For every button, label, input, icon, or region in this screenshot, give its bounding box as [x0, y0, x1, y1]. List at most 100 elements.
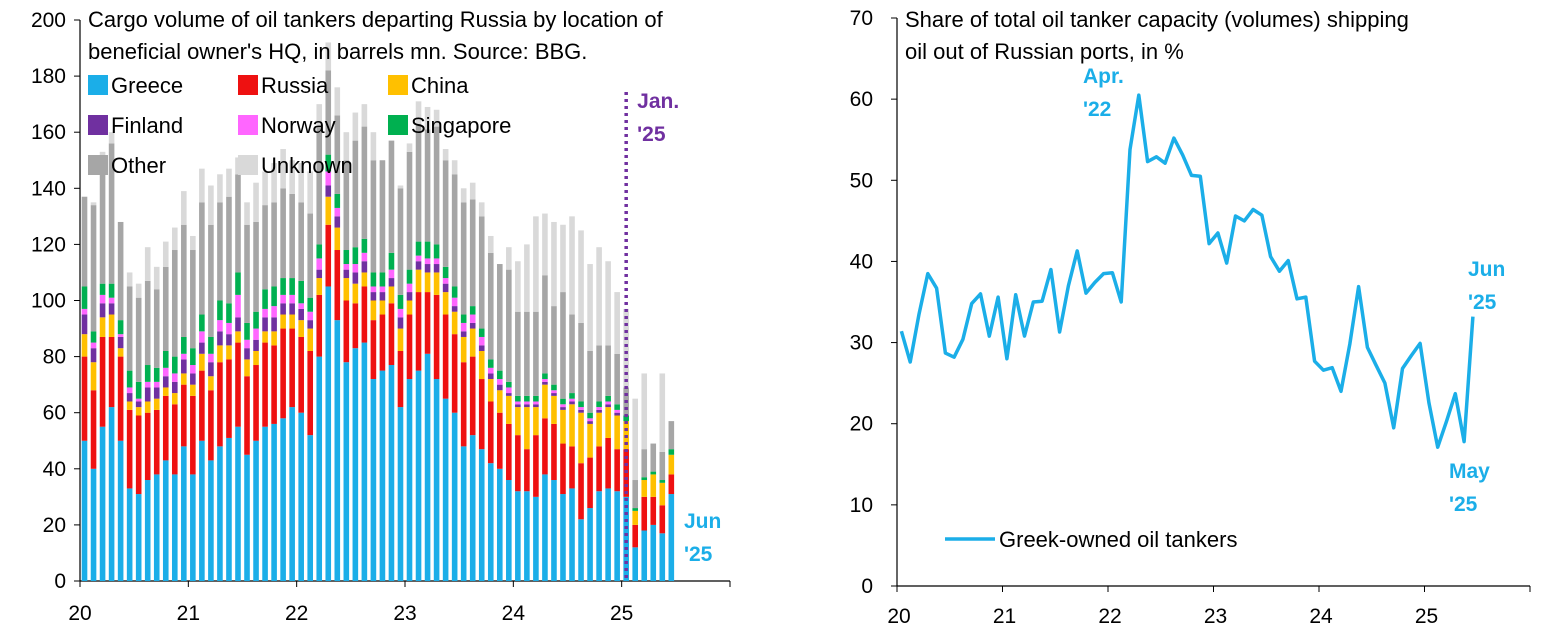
line-chart: 0 10 20 30 40 50 60 70 20 21 22 23 24 25 Share of tot…: [850, 7, 1531, 628]
bar-segment-singapore: [460, 314, 467, 323]
bar-segment-singapore: [99, 283, 106, 295]
bar-segment-china: [596, 412, 602, 447]
legend-label-greek-tankers: Greek-owned oil tankers: [999, 527, 1237, 552]
right-title-line-1: Share of total oil tanker capacity (volu…: [905, 7, 1409, 32]
bar-segment-other: [415, 123, 422, 242]
annotation-2025-05: '25: [1449, 493, 1478, 516]
bar-segment-singapore: [171, 356, 178, 374]
bar-segment-greece: [162, 460, 169, 581]
bar-segment-norway: [108, 297, 115, 304]
bar-segment-other: [442, 160, 449, 267]
bar-segment-norway: [478, 336, 485, 346]
bar-segment-greece: [433, 379, 440, 581]
bar-segment-russia: [478, 379, 485, 450]
bar-segment-singapore: [406, 269, 413, 284]
bar-segment-norway: [162, 367, 169, 377]
bar-segment-norway: [316, 258, 323, 270]
bar-segment-greece: [108, 407, 115, 581]
bar-segment-china: [135, 407, 142, 416]
bar-segment-greece: [424, 353, 431, 581]
bar-segment-finland: [235, 317, 241, 332]
bar-segment-finland: [289, 303, 295, 315]
bar-segment-russia: [316, 294, 323, 357]
bar-segment-other: [424, 129, 431, 242]
bar-segment-greece: [144, 480, 151, 581]
bar-segment-russia: [370, 320, 377, 380]
bar-segment-greece: [415, 370, 422, 581]
bar-segment-finland: [487, 373, 494, 380]
bar-segment-unknown: [316, 104, 323, 127]
right-legend: Greek-owned oil tankers: [945, 527, 1237, 552]
bar-segment-china: [524, 407, 530, 450]
bar-segment-russia: [641, 496, 648, 531]
bar-segment-singapore: [271, 286, 277, 307]
annotation-jan-25: Jan.: [637, 90, 679, 113]
bar-segment-russia: [108, 336, 115, 408]
bar-segment-other: [108, 143, 115, 284]
bar-segment-singapore: [108, 283, 115, 298]
bar-segment-finland: [280, 303, 286, 315]
bar-segment-russia: [208, 390, 214, 461]
bar-segment-singapore: [262, 289, 268, 309]
bar-segment-other: [605, 345, 611, 396]
bar-segment-other: [217, 202, 223, 301]
bar-segment-other: [469, 199, 476, 307]
bar-segment-singapore: [533, 395, 539, 402]
bar-segment-greece: [397, 407, 404, 581]
bar-segment-china: [451, 311, 458, 335]
bar-segment-singapore: [506, 381, 512, 388]
bar-segment-other: [650, 443, 657, 472]
bar-segment-finland: [506, 393, 512, 396]
bar-segment-finland: [406, 292, 413, 301]
bar-segment-unknown: [99, 151, 106, 158]
bar-segment-norway: [560, 404, 566, 408]
left-y-tick-label: 140: [31, 177, 66, 200]
bar-segment-unknown: [569, 216, 575, 315]
bar-segment-singapore: [352, 247, 359, 265]
bar-segment-norway: [144, 381, 151, 388]
bar-segment-russia: [460, 362, 467, 447]
bar-segment-other: [181, 224, 187, 337]
bar-segment-china: [406, 300, 413, 315]
bar-segment-greece: [370, 379, 377, 581]
bar-segment-norway: [126, 387, 133, 394]
bar-segment-norway: [361, 252, 368, 262]
bar-segment-china: [496, 390, 503, 413]
bar-segment-singapore: [668, 449, 675, 455]
bar-segment-finland: [596, 409, 602, 413]
bar-segment-greece: [641, 530, 648, 581]
bar-segment-greece: [406, 379, 413, 581]
bar-segment-other: [560, 292, 566, 399]
bar-segment-singapore: [605, 395, 611, 402]
bar-segment-norway: [388, 269, 395, 279]
right-y-tick-label: 50: [850, 169, 873, 192]
bar-segment-norway: [515, 401, 521, 405]
bar-segment-russia: [153, 409, 160, 475]
bar-segment-singapore: [478, 328, 485, 337]
bar-segment-singapore: [632, 508, 639, 511]
bar-segment-unknown: [451, 160, 458, 175]
bar-segment-singapore: [469, 306, 476, 315]
bar-segment-russia: [162, 395, 169, 461]
bar-segment-greece: [126, 488, 133, 581]
bar-segment-finland: [424, 264, 431, 273]
bar-segment-china: [388, 286, 395, 304]
bar-segment-other: [253, 221, 259, 312]
bar-segment-finland: [199, 342, 205, 354]
bar-segment-greece: [361, 342, 368, 581]
bar-segment-china: [533, 407, 539, 436]
bar-segment-unknown: [289, 160, 295, 194]
bar-segment-china: [370, 300, 377, 321]
bar-segment-other: [126, 286, 133, 371]
bar-segment-china: [478, 350, 485, 380]
bar-segment-russia: [632, 524, 639, 548]
bar-segment-singapore: [162, 350, 169, 368]
bar-segment-china: [117, 348, 124, 357]
bar-segment-unknown: [144, 247, 151, 281]
left-y-tick-label: 60: [43, 402, 66, 425]
bar-segment-china: [271, 331, 277, 346]
left-x-tick-label: 25: [610, 602, 633, 625]
bar-segment-singapore: [325, 154, 332, 172]
